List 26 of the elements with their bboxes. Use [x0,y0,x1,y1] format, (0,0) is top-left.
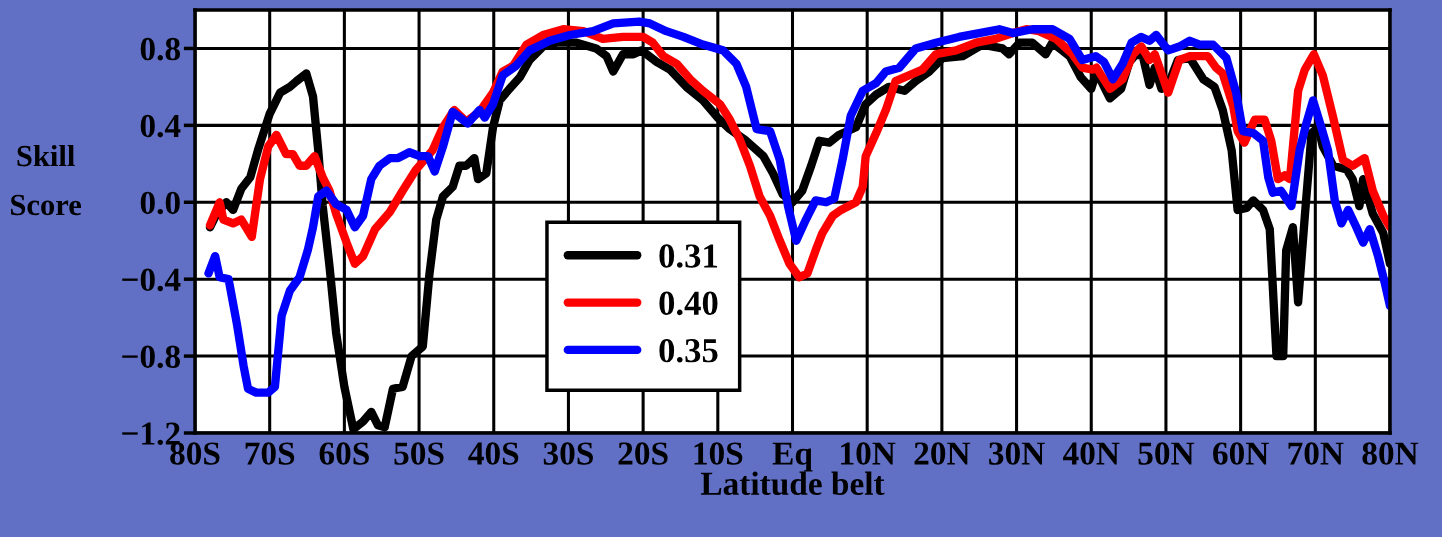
y-tick-label: −0.4 [122,268,181,292]
x-tick-label: 10N [841,442,896,465]
x-tick-label: 80N [1362,442,1419,465]
x-tick-label: 50S [394,442,444,465]
x-tick-label: 60N [1213,442,1269,465]
x-tick-label: 20N [914,442,971,465]
y-tick-label: 0.8 [140,37,181,61]
x-tick-label: 20S [618,442,668,465]
x-tick-label: 10S [694,442,743,465]
x-tick-label: Eq [772,442,813,472]
legend-label: 0.31 [659,244,718,268]
y-tick-label: 0.4 [140,114,181,138]
x-tick-label: 50N [1138,442,1195,465]
y-tick-label: −0.8 [122,345,181,369]
x-tick-label: 30N [989,442,1045,465]
x-tick-label: 60S [319,442,369,465]
legend-label: 0.35 [659,338,718,363]
x-tick-label: 70S [245,442,295,465]
x-tick-label: 70N [1288,442,1344,465]
x-tick-label: 40N [1063,442,1120,465]
x-axis-title: Latitude belt [700,471,885,496]
x-tick-label: 40S [468,442,519,465]
legend-label: 0.40 [659,291,718,316]
y-axis-title: Skill Score [11,144,82,216]
y-tick-label: 0.0 [140,191,180,215]
x-tick-label: 30S [543,442,593,465]
